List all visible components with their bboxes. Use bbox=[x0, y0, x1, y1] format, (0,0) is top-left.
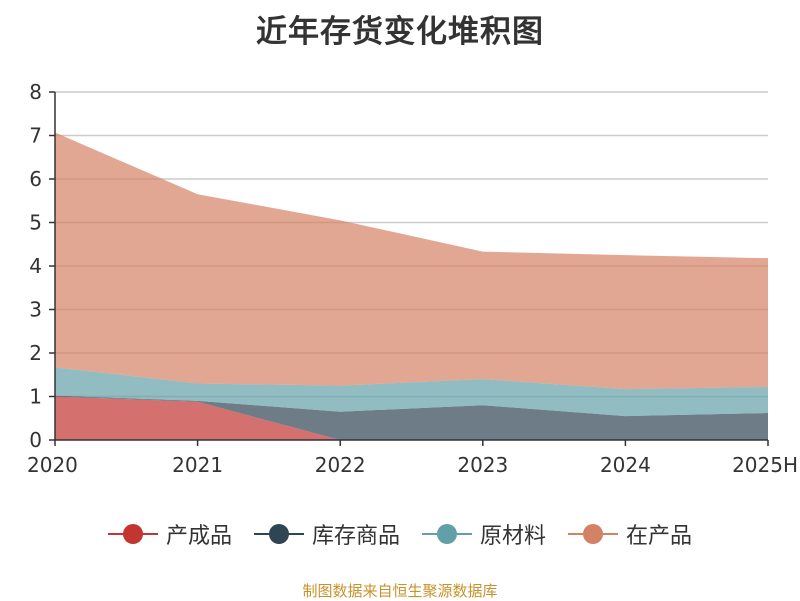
legend-dot bbox=[122, 524, 143, 544]
x-tick-label: 2022 bbox=[315, 453, 366, 477]
y-tick-label: 0 bbox=[29, 428, 42, 452]
legend-item-finished-goods[interactable]: 产成品 bbox=[107, 518, 232, 550]
y-tick-label: 3 bbox=[29, 298, 42, 322]
x-tick-label: 2025H bbox=[732, 453, 798, 477]
legend-label: 库存商品 bbox=[311, 524, 400, 549]
y-tick-label: 1 bbox=[29, 385, 42, 409]
legend-marker-icon bbox=[107, 519, 158, 549]
axes: 0 1 2 3 4 5 6 7 8 2020 2021 2022 2023 2024 2025H bbox=[27, 80, 798, 477]
legend-dot bbox=[268, 524, 289, 544]
y-tick-label: 7 bbox=[29, 124, 42, 148]
y-tick-label: 2 bbox=[29, 341, 42, 365]
area-series-0 bbox=[55, 396, 768, 440]
legend-marker-icon bbox=[253, 519, 304, 549]
legend-item-merchandise[interactable]: 库存商品 bbox=[253, 518, 400, 550]
source-note: 制图数据来自恒生聚源数据库 bbox=[302, 582, 498, 600]
area-series-2 bbox=[55, 367, 768, 417]
legend-item-work-in-progress[interactable]: 在产品 bbox=[568, 518, 692, 550]
x-tick-label: 2023 bbox=[457, 453, 508, 477]
legend-marker-icon bbox=[422, 519, 472, 549]
x-tick-label: 2024 bbox=[600, 453, 651, 477]
legend: 产成品 库存商品 原材料 在产品 bbox=[0, 518, 800, 550]
legend-item-raw-materials[interactable]: 原材料 bbox=[422, 518, 546, 550]
x-tick-label: 2020 bbox=[27, 453, 78, 477]
y-tick-label: 6 bbox=[29, 167, 42, 191]
y-tick-label: 8 bbox=[29, 80, 42, 104]
legend-label: 原材料 bbox=[480, 524, 547, 549]
y-tick-label: 4 bbox=[29, 254, 42, 278]
area-series-3 bbox=[55, 132, 768, 390]
legend-label: 产成品 bbox=[165, 524, 232, 549]
area-series bbox=[55, 132, 768, 440]
legend-dot bbox=[437, 524, 457, 544]
legend-dot bbox=[583, 524, 604, 544]
area-series-1 bbox=[55, 395, 768, 440]
x-tick-label: 2021 bbox=[172, 453, 223, 477]
legend-label: 在产品 bbox=[626, 524, 693, 549]
chart-title: 近年存货变化堆积图 bbox=[256, 14, 544, 50]
y-tick-label: 5 bbox=[29, 211, 42, 235]
legend-marker-icon bbox=[568, 519, 619, 549]
